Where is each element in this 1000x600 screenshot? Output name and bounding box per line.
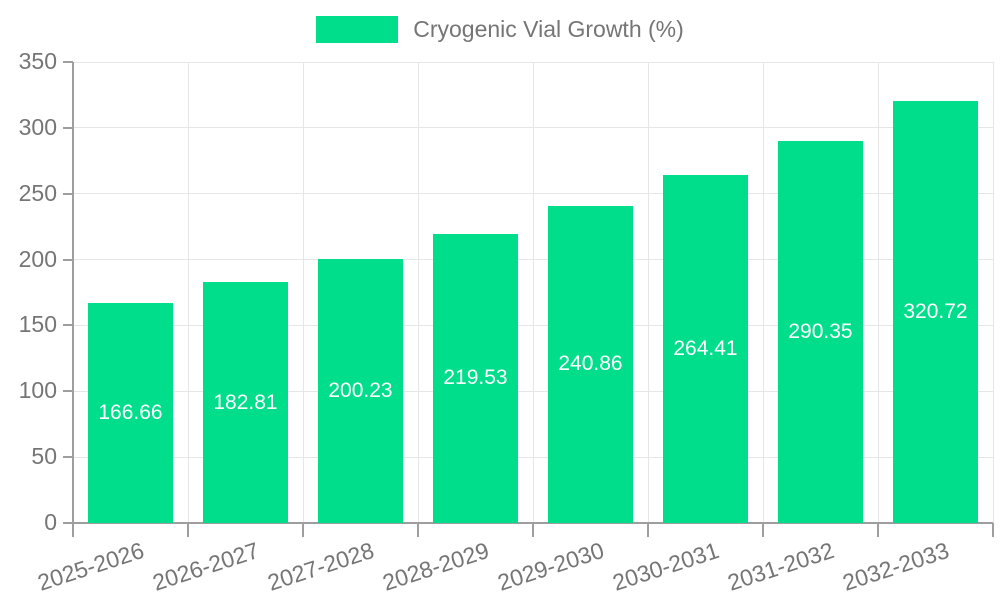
v-gridline: [762, 62, 764, 523]
bar: 200.23: [318, 259, 403, 523]
bar-value-label: 264.41: [673, 336, 738, 360]
legend-label: Cryogenic Vial Growth (%): [413, 16, 684, 42]
y-axis-tick: [63, 390, 73, 393]
v-gridline: [417, 62, 419, 523]
bar-value-label: 240.86: [558, 352, 623, 376]
y-axis-tick-label: 350: [18, 47, 57, 74]
bar: 290.35: [778, 140, 863, 523]
x-axis-tick: [302, 523, 304, 537]
x-axis-tick: [647, 523, 649, 537]
y-axis-tick-label: 0: [44, 508, 57, 535]
bar: 166.66: [88, 303, 173, 523]
bar: 320.72: [893, 100, 978, 523]
bar-value-label: 200.23: [328, 379, 393, 403]
x-axis-line: [73, 522, 993, 524]
y-axis-tick: [63, 61, 73, 63]
y-axis-tick-label: 100: [18, 377, 57, 404]
v-gridline: [992, 62, 994, 523]
y-axis-tick: [63, 324, 73, 327]
y-axis-line: [72, 62, 74, 537]
v-gridline: [647, 62, 649, 523]
y-axis-tick-label: 250: [18, 179, 57, 206]
y-axis-tick: [63, 456, 73, 459]
y-axis-tick-label: 50: [31, 443, 57, 470]
x-axis-tick: [992, 523, 994, 537]
x-axis-tick: [532, 523, 534, 537]
bar: 219.53: [433, 233, 518, 523]
bar: 182.81: [203, 282, 288, 523]
bar: 240.86: [548, 205, 633, 523]
bar-value-label: 320.72: [903, 299, 968, 323]
bar: 264.41: [663, 174, 748, 523]
y-axis-tick: [63, 192, 73, 195]
bar-value-label: 219.53: [443, 366, 508, 390]
x-axis-tick: [187, 523, 189, 537]
y-axis-tick-label: 200: [18, 245, 57, 272]
y-axis-tick-label: 150: [18, 311, 57, 338]
bar-value-label: 182.81: [213, 390, 278, 414]
y-axis-tick: [63, 258, 73, 261]
y-axis-tick: [63, 126, 73, 129]
v-gridline: [532, 62, 534, 523]
legend-swatch: [316, 16, 399, 43]
y-axis-tick-label: 300: [18, 113, 57, 140]
bar-value-label: 290.35: [788, 319, 853, 343]
v-gridline: [877, 62, 879, 523]
v-gridline: [302, 62, 304, 523]
bar-value-label: 166.66: [98, 401, 163, 425]
x-axis-tick: [877, 523, 879, 537]
v-gridline: [187, 62, 189, 523]
y-axis-tick: [63, 522, 73, 524]
x-axis-tick: [762, 523, 764, 537]
legend: Cryogenic Vial Growth (%): [0, 16, 1000, 43]
x-axis-tick: [417, 523, 419, 537]
